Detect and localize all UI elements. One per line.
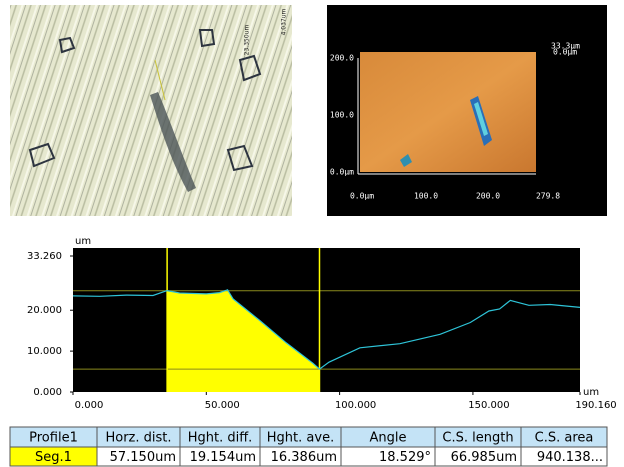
table-header: C.S. length [442,431,513,446]
table-header: C.S. area [535,431,594,446]
x-unit: um [583,387,599,398]
height-map-image [360,52,536,172]
table-header: Hght. ave. [267,431,334,446]
y-label: 200.0 [330,54,354,63]
micrograph-label: 23.350um [244,25,251,56]
plot-area [73,248,580,392]
x-tick-label: 0.000 [75,400,104,411]
table-header: Profile1 [29,431,78,446]
table-header: Hght. diff. [188,431,253,446]
y-tick-label: 0.000 [33,387,62,398]
table-value: 940.138... [537,450,603,465]
table-value: 16.386um [271,450,337,465]
x-tick-label: 50.000 [205,400,240,411]
y-label: 100.0 [330,111,354,120]
y-label: 0.0μm [330,168,354,177]
page: 23.350um 4.037um 33.3μm 0.0μm 200.0 100.… [0,0,624,467]
screen: 23.350um 4.037um 33.3μm 0.0μm 200.0 100.… [0,0,624,467]
scale-label: 0.0μm [553,48,577,57]
y-tick-label: 10.000 [27,346,62,357]
x-label: 200.0 [476,192,500,201]
table-value: 18.529° [379,450,431,465]
x-label: 100.0 [414,192,438,201]
x-label: 279.8 [536,192,560,201]
table-value: 19.154um [190,450,256,465]
x-tick-label: 150.000 [468,400,509,411]
table-header: Angle [370,431,407,446]
micrograph-label: 4.037um [281,8,288,35]
x-tick-label: 100.000 [335,400,376,411]
table-value: 57.150um [110,450,176,465]
x-tick-label: 190.160 [575,400,616,411]
table-value: Seg.1 [35,450,72,465]
y-tick-label: 33.260 [27,251,62,262]
y-tick-label: 20.000 [27,305,62,316]
micrograph: 23.350um 4.037um [10,5,292,216]
y-unit: um [75,236,91,247]
table: Profile1 Horz. dist. Hght. diff. Hght. ave.… [10,427,607,466]
height-map: 33.3μm 0.0μm 200.0 100.0 0.0μm 0.0μm 100… [327,5,607,216]
table-value: 66.985um [451,450,517,465]
x-label: 0.0μm [350,192,374,201]
table-header: Horz. dist. [105,431,171,446]
